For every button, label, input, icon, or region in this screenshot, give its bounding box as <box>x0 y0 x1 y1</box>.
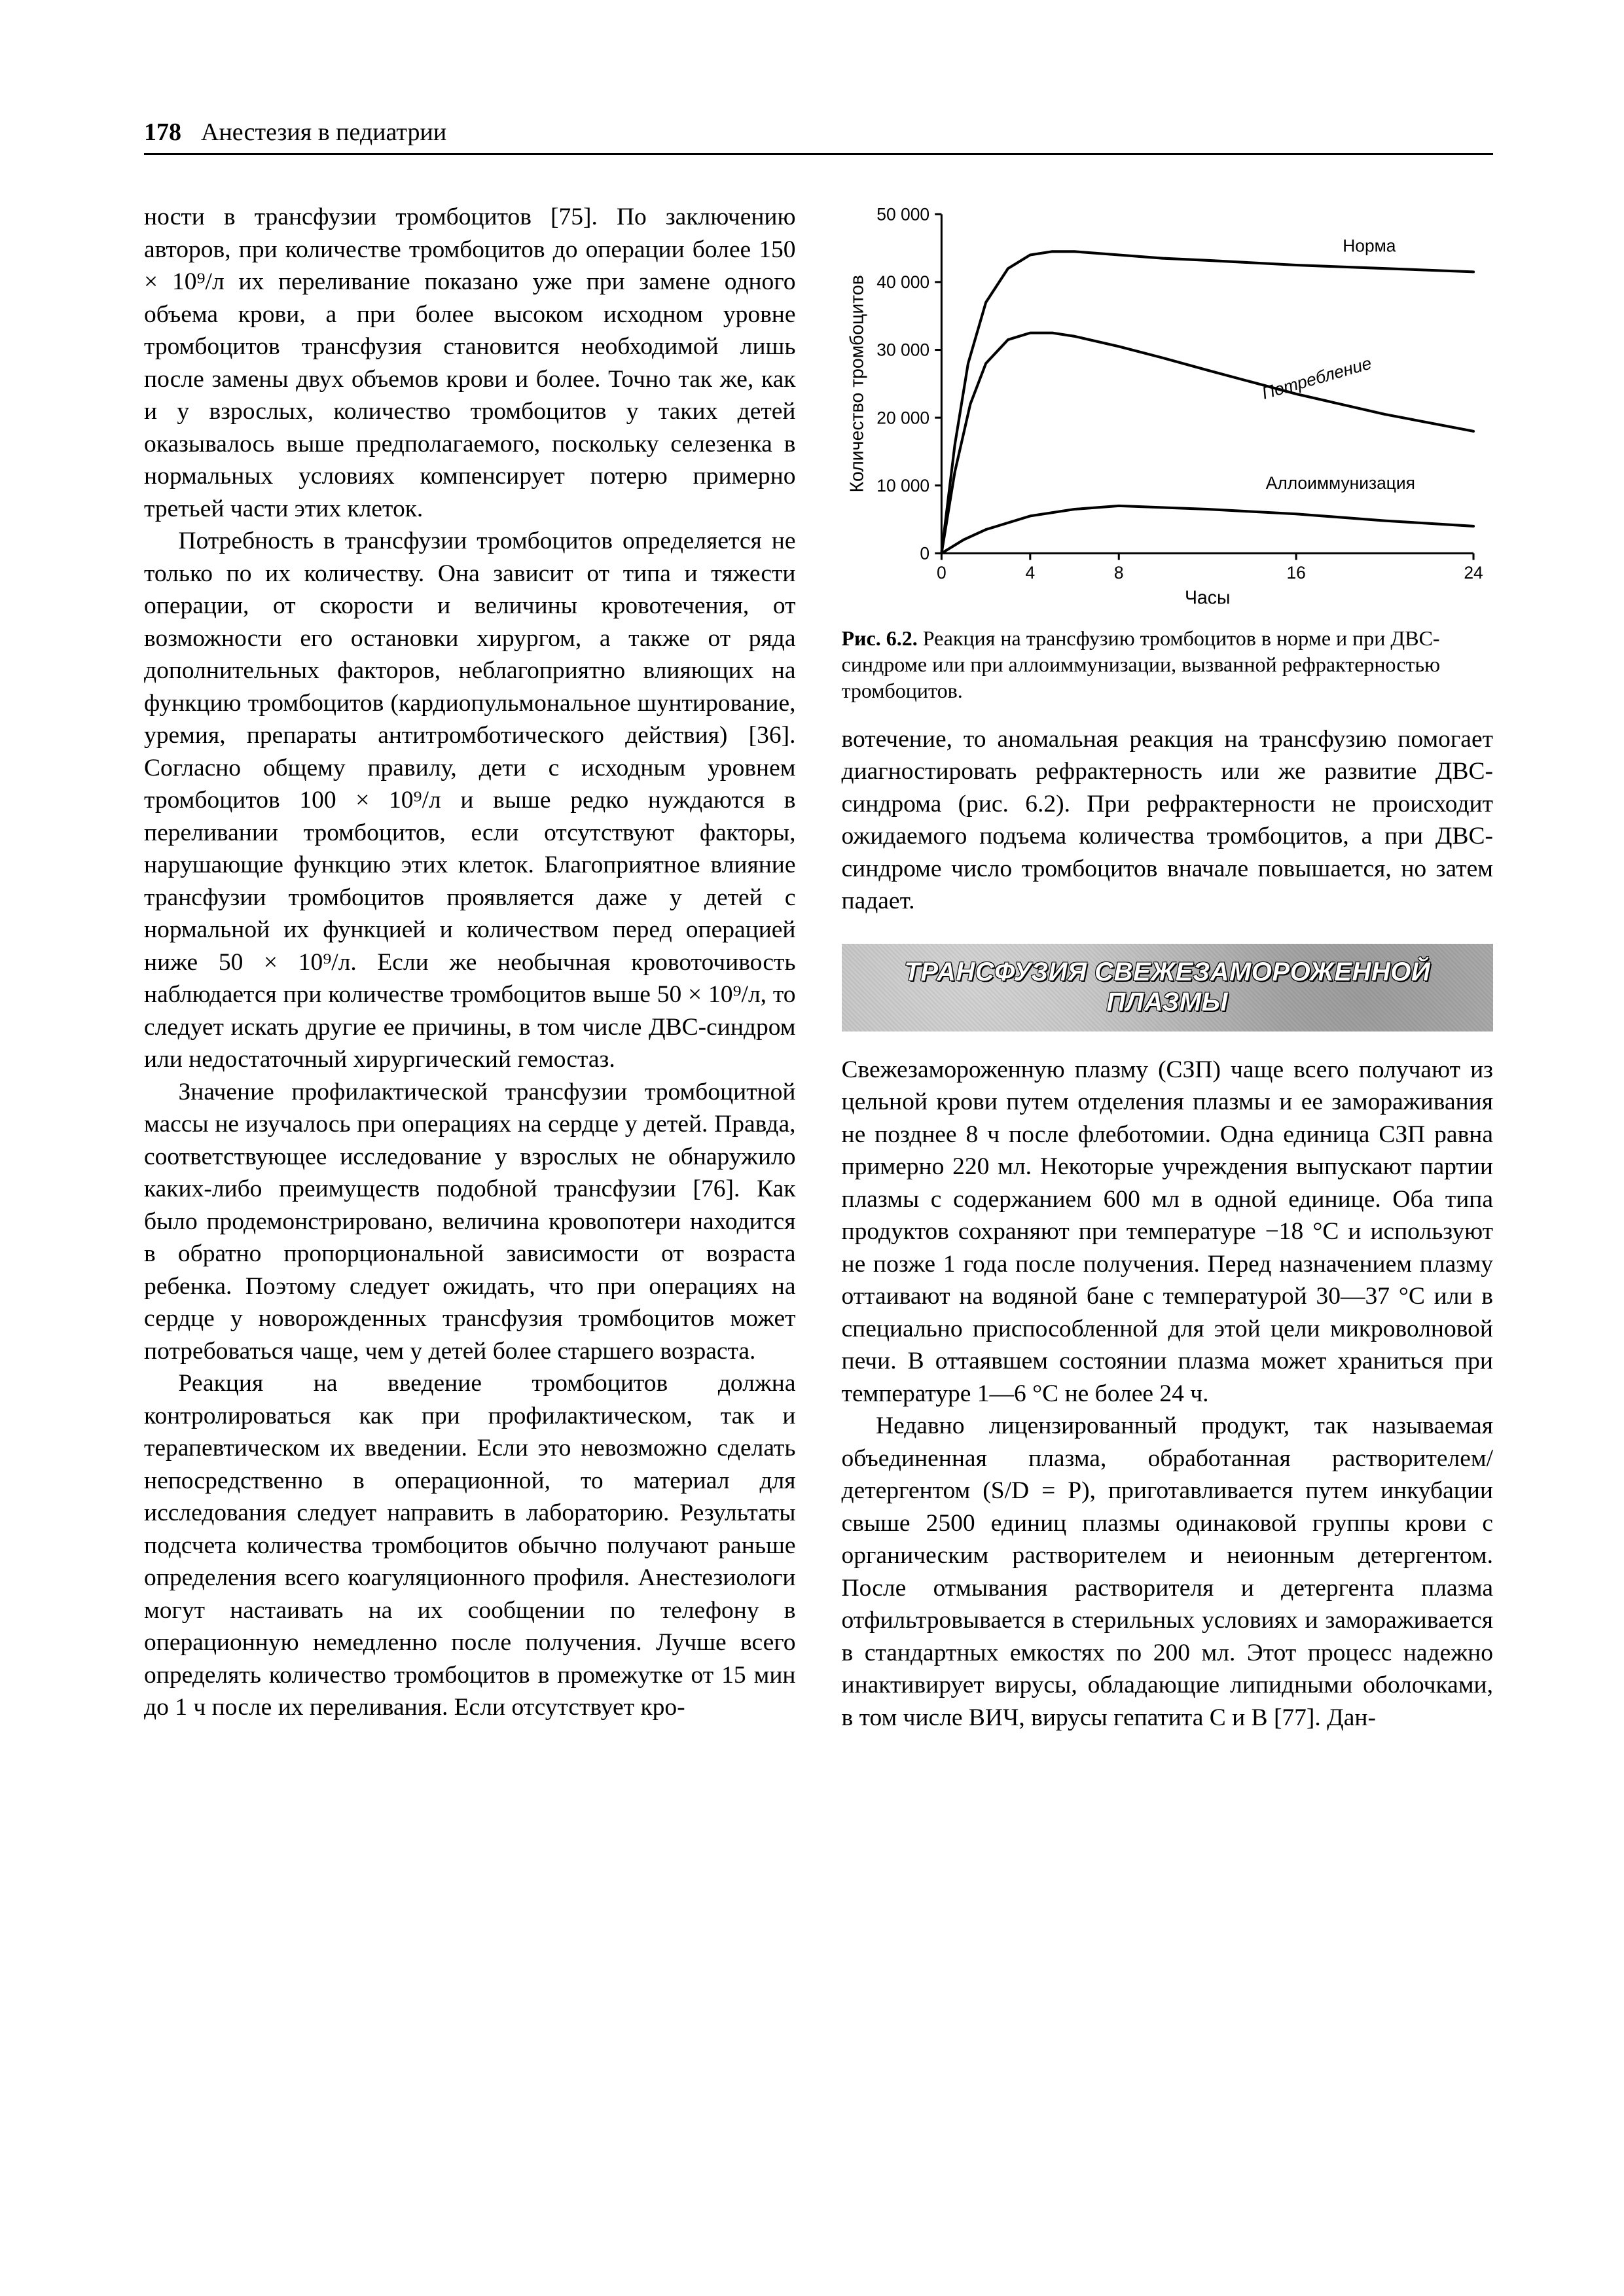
svg-text:0: 0 <box>937 563 947 583</box>
running-title: Анестезия в педиатрии <box>201 118 446 147</box>
running-head: 178 Анестезия в педиатрии <box>144 118 1493 147</box>
svg-text:8: 8 <box>1113 563 1123 583</box>
svg-text:0: 0 <box>920 544 929 564</box>
figure-caption-text: Реакция на трансфузию тромбоцитов в норм… <box>842 626 1441 702</box>
page: 178 Анестезия в педиатрии ности в трансф… <box>0 0 1624 2296</box>
section-heading-line-2: ПЛАЗМЫ <box>1106 988 1228 1016</box>
page-number: 178 <box>144 118 181 147</box>
body-paragraph: Потребность в трансфузии тромбоцитов опр… <box>144 525 796 1076</box>
svg-text:Количество тромбоцитов: Количество тромбоцитов <box>846 275 867 492</box>
svg-text:50 000: 50 000 <box>876 204 929 224</box>
figure-caption-label: Рис. 6.2. <box>842 626 918 650</box>
section-heading-line-1: ТРАНСФУЗИЯ СВЕЖЕЗАМОРОЖЕННОЙ <box>904 958 1430 986</box>
figure-6-2-caption: Рис. 6.2. Реакция на трансфузию тромбоци… <box>842 625 1494 704</box>
body-paragraph: Реакция на введение тромбоцитов должна к… <box>144 1367 796 1724</box>
svg-text:16: 16 <box>1286 563 1305 583</box>
two-column-body: ности в трансфузии тромбоцитов [75]. По … <box>144 201 1493 2151</box>
svg-text:30 000: 30 000 <box>876 340 929 360</box>
section-heading-band: ТРАНСФУЗИЯ СВЕЖЕЗАМОРОЖЕННОЙ ПЛАЗМЫ <box>842 944 1494 1031</box>
body-paragraph: вотечение, то аномальная реакция на тран… <box>842 723 1494 918</box>
svg-text:Часы: Часы <box>1184 588 1229 609</box>
figure-6-2-chart: 0 10 000 20 000 30 000 40 000 50 000 0 4 8 16 24 Ча… <box>842 201 1494 613</box>
body-paragraph: Свежезамороженную плазму (СЗП) чаще всег… <box>842 1054 1494 1410</box>
svg-text:10 000: 10 000 <box>876 476 929 495</box>
svg-text:Аллоиммунизация: Аллоиммунизация <box>1265 473 1415 493</box>
svg-text:40 000: 40 000 <box>876 272 929 292</box>
header-rule <box>144 153 1493 155</box>
body-paragraph: Недавно лицензированный продукт, так наз… <box>842 1410 1494 1734</box>
svg-text:4: 4 <box>1025 563 1035 583</box>
svg-text:20 000: 20 000 <box>876 408 929 427</box>
svg-text:Норма: Норма <box>1343 236 1396 255</box>
body-paragraph: Значение профилактической трансфузии тро… <box>144 1076 796 1368</box>
svg-text:24: 24 <box>1464 563 1483 583</box>
body-paragraph: ности в трансфузии тромбоцитов [75]. По … <box>144 201 796 525</box>
figure-6-2: 0 10 000 20 000 30 000 40 000 50 000 0 4 8 16 24 Ча… <box>842 201 1494 704</box>
section-heading-text: ТРАНСФУЗИЯ СВЕЖЕЗАМОРОЖЕННОЙ ПЛАЗМЫ <box>856 957 1479 1017</box>
